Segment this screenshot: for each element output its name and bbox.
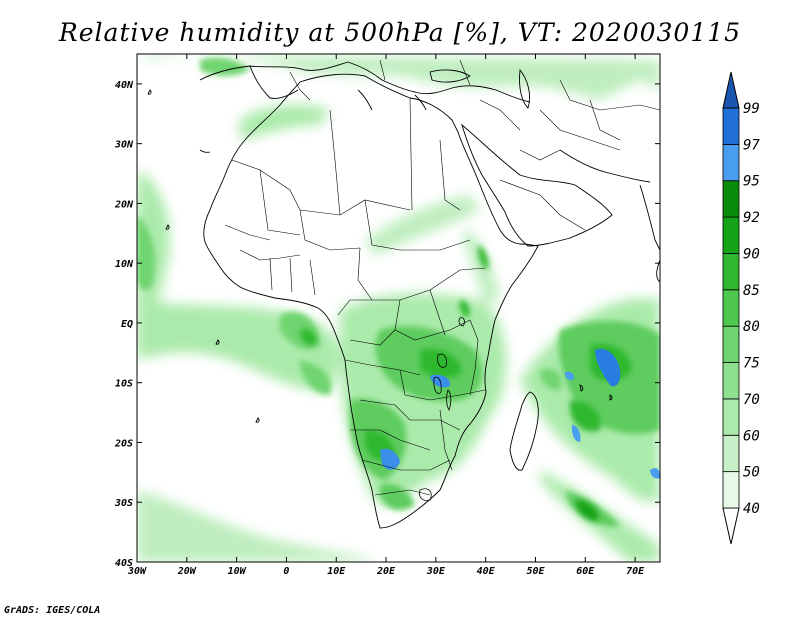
colorbar-high-triangle bbox=[722, 71, 740, 109]
europe-coastline bbox=[199, 61, 531, 103]
colorbar-label: 40 bbox=[743, 501, 760, 517]
colorbar-segment bbox=[722, 471, 740, 509]
colorbar-segment bbox=[722, 434, 740, 473]
colorbar-segment bbox=[722, 180, 740, 218]
colorbar-label: 85 bbox=[743, 283, 760, 299]
grads-credit: GrADS: IGES/COLA bbox=[4, 605, 100, 616]
colorbar-label: 90 bbox=[743, 246, 760, 262]
colorbar-label: 92 bbox=[743, 210, 760, 226]
y-tick-label: 30N bbox=[114, 140, 134, 151]
x-axis: 30W 20W 10W 0 10E 20E 30E 40E 50E 60E 70E bbox=[127, 54, 645, 577]
map-frame bbox=[136, 53, 661, 563]
colorbar-low-triangle bbox=[722, 507, 740, 545]
colorbar-segment bbox=[722, 216, 740, 254]
country-borders bbox=[224, 59, 660, 496]
colorbar-segment bbox=[722, 362, 740, 400]
africa-coastline bbox=[203, 73, 539, 529]
colorbar: 40 50 60 70 75 80 85 90 92 95 97 99 bbox=[722, 71, 760, 545]
y-tick-label: 20S bbox=[114, 438, 133, 449]
colorbar-label: 99 bbox=[743, 101, 760, 117]
x-tick-label: 30E bbox=[426, 566, 446, 577]
x-tick-label: 10W bbox=[228, 566, 247, 577]
x-tick-label: 70E bbox=[626, 566, 645, 577]
x-tick-label: 10E bbox=[327, 566, 346, 577]
map-panel bbox=[137, 54, 660, 562]
colorbar-segment bbox=[722, 325, 740, 363]
y-axis: 40S 30S 20S 10S EQ 10N 20N 30N 40N bbox=[114, 80, 660, 569]
colorbar-segment bbox=[722, 398, 740, 436]
colorbar-segment bbox=[722, 107, 740, 145]
y-tick-label: 10N bbox=[115, 259, 134, 270]
x-tick-label: 0 bbox=[283, 566, 289, 577]
colorbar-label: 97 bbox=[743, 137, 760, 153]
y-tick-label: 30S bbox=[114, 498, 133, 509]
x-tick-label: 50E bbox=[526, 566, 545, 577]
coastlines bbox=[147, 61, 660, 529]
humidity-field-dark bbox=[300, 245, 632, 521]
colorbar-segment bbox=[722, 289, 740, 327]
madagascar-coastline bbox=[509, 391, 539, 471]
y-tick-label: 20N bbox=[114, 199, 134, 210]
colorbar-label: 60 bbox=[743, 428, 760, 444]
x-tick-label: 20W bbox=[177, 566, 197, 577]
colorbar-segment bbox=[722, 143, 740, 182]
colorbar-label: 50 bbox=[743, 465, 760, 481]
colorbar-label: 75 bbox=[743, 356, 760, 372]
x-tick-label: 60E bbox=[576, 566, 595, 577]
x-tick-label: 30W bbox=[127, 566, 147, 577]
x-tick-label: 20E bbox=[376, 566, 396, 577]
colorbar-label: 95 bbox=[743, 174, 760, 190]
colorbar-label: 70 bbox=[743, 392, 760, 408]
lakes bbox=[419, 317, 465, 501]
y-tick-label: EQ bbox=[121, 319, 133, 330]
y-tick-label: 10S bbox=[115, 379, 133, 390]
arabia-coastline bbox=[461, 123, 613, 247]
colorbar-label: 80 bbox=[743, 319, 760, 335]
colorbar-segment bbox=[722, 253, 740, 291]
x-tick-label: 40E bbox=[477, 566, 496, 577]
y-tick-label: 40N bbox=[115, 80, 134, 91]
map-title: Relative humidity at 500hPa [%], VT: 202… bbox=[58, 18, 741, 47]
y-tick-label: 40S bbox=[115, 558, 133, 569]
